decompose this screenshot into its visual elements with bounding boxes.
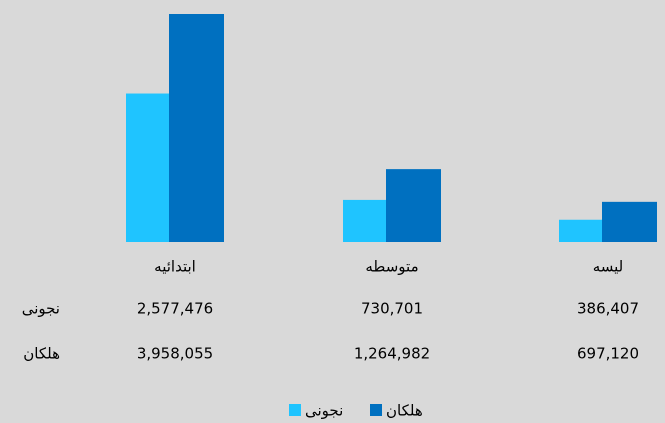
bar [602, 201, 657, 242]
table-value: 386,407 [577, 300, 639, 318]
legend-label: هلکان [386, 402, 423, 420]
row-label: هلکان [23, 345, 60, 363]
category-label: ابتدائیه [154, 258, 196, 276]
bar [559, 219, 602, 242]
category-label: متوسطه [365, 258, 418, 276]
table-value: 1,264,982 [354, 345, 430, 363]
table-value: 3,958,055 [137, 345, 213, 363]
table-value: 2,577,476 [137, 300, 213, 318]
legend-label: نجونی [305, 402, 343, 420]
bar [126, 93, 169, 242]
category-label: لیسه [593, 258, 624, 276]
bar [343, 199, 386, 242]
bar [386, 169, 441, 242]
legend-swatch [370, 404, 382, 416]
table-value: 697,120 [577, 345, 639, 363]
legend-swatch [289, 404, 301, 416]
row-label: نجونی [22, 300, 60, 318]
bar [169, 14, 224, 242]
table-value: 730,701 [361, 300, 423, 318]
